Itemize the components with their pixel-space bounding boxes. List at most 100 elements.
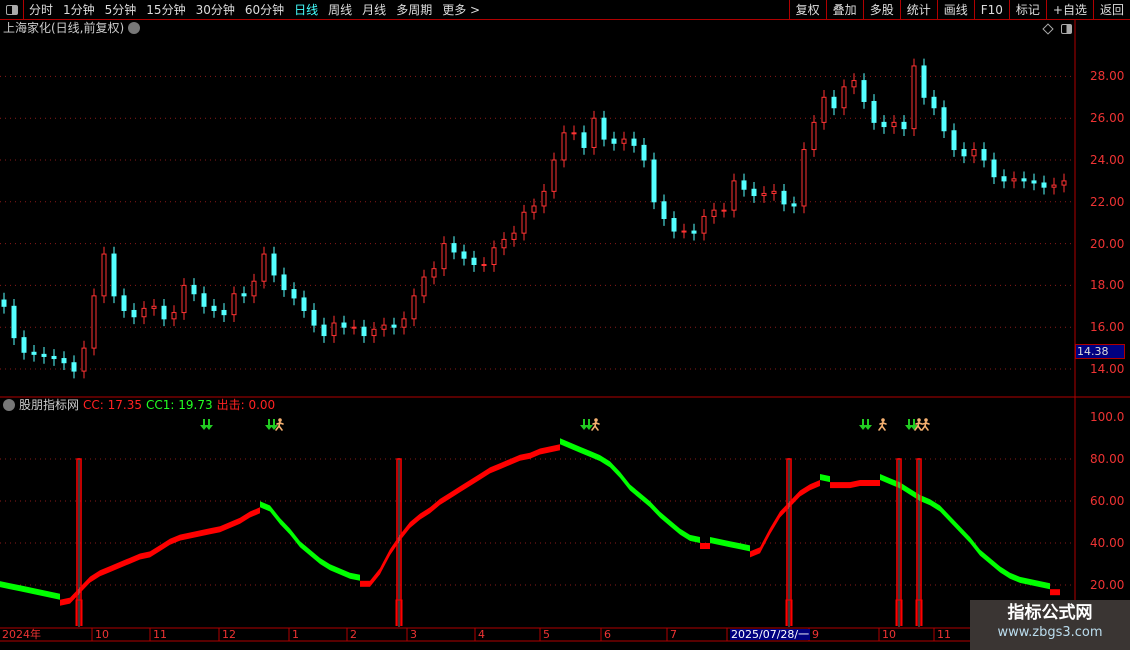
- period-tab[interactable]: 60分钟: [244, 3, 285, 17]
- candle-body: [821, 96, 827, 123]
- toolbar-button[interactable]: 标记: [1008, 0, 1046, 19]
- candle-body: [581, 132, 587, 148]
- period-tab[interactable]: 15分钟: [146, 3, 186, 17]
- indicator-band: [50, 591, 60, 600]
- candle-body: [251, 280, 257, 297]
- runner-icon: [594, 418, 598, 422]
- candle-body: [1031, 180, 1037, 184]
- indicator-band: [960, 526, 970, 543]
- indicator-axis-label: 60.00: [1090, 494, 1125, 508]
- time-axis-label: 2024年: [2, 628, 41, 641]
- indicator-band: [620, 471, 630, 491]
- indicator-band: [770, 511, 780, 535]
- period-tab[interactable]: 30分钟: [195, 3, 235, 17]
- cc-value: CC: 17.35: [83, 398, 142, 412]
- signal-pulse: [785, 599, 793, 626]
- price-axis-label: 16.00: [1090, 320, 1125, 335]
- price-axis-label: 18.00: [1090, 278, 1125, 293]
- panel-toggle-button[interactable]: [0, 0, 24, 19]
- toolbar-button[interactable]: +自选: [1045, 0, 1093, 19]
- toolbar-button[interactable]: 返回: [1092, 0, 1130, 19]
- time-axis-label: 9: [812, 628, 819, 641]
- period-tab[interactable]: 多周期: [396, 3, 433, 17]
- indicator-band: [350, 572, 360, 581]
- candle-body: [31, 351, 37, 355]
- toolbar-button[interactable]: 复权: [788, 0, 826, 19]
- indicator-band: [840, 482, 850, 489]
- candle-body: [731, 180, 737, 211]
- chevron-down-icon[interactable]: [128, 22, 141, 34]
- candle-body: [41, 353, 47, 357]
- period-tab[interactable]: 1分钟: [63, 3, 95, 17]
- indicator-band: [1030, 579, 1040, 588]
- indicator-band: [130, 553, 140, 564]
- indicator-band: [500, 459, 510, 470]
- candle-body: [611, 138, 617, 144]
- indicator-band: [480, 467, 490, 480]
- indicator-band: [810, 480, 820, 491]
- cc1-value: CC1: 19.73: [145, 398, 213, 412]
- candle-body: [601, 117, 607, 140]
- candle-body: [761, 192, 767, 197]
- candle-body: [391, 324, 397, 328]
- toolbar-button[interactable]: 画线: [936, 0, 974, 19]
- candle-body: [451, 243, 457, 253]
- indicator-band: [940, 505, 950, 522]
- runner-icon: [924, 418, 928, 422]
- candle-body: [641, 144, 647, 161]
- signal-spike: [916, 458, 922, 626]
- period-tab[interactable]: 日线: [294, 3, 319, 17]
- candle-body: [441, 243, 447, 270]
- candle-body: [491, 247, 497, 265]
- candle-body: [651, 159, 657, 203]
- indicator-band: [180, 532, 190, 541]
- toolbar-button[interactable]: F10: [973, 0, 1009, 19]
- period-tab[interactable]: 5分钟: [104, 3, 137, 17]
- candle-body: [841, 86, 847, 109]
- time-axis-label: 10: [882, 628, 896, 641]
- indicator-band: [320, 558, 330, 571]
- indicator-axis-label: 40.00: [1090, 536, 1125, 550]
- indicator-band: [380, 549, 390, 575]
- indicator-band: [550, 444, 560, 453]
- indicator-header: 股朋指标网 CC: 17.35 CC1: 19.73 出击: 0.00: [3, 398, 275, 412]
- signal-spike: [896, 458, 902, 626]
- indicator-band: [10, 583, 20, 592]
- candle-body: [921, 65, 927, 98]
- candle-body: [521, 211, 527, 234]
- candle-body: [961, 149, 967, 157]
- time-axis-label: 5: [543, 628, 550, 641]
- indicator-band: [60, 597, 70, 606]
- period-tab[interactable]: 更多 >: [442, 3, 481, 17]
- candle-body: [511, 232, 517, 240]
- period-tab[interactable]: 周线: [328, 3, 353, 17]
- indicator-band: [470, 473, 480, 486]
- indicator-band: [310, 549, 320, 564]
- candle-body: [381, 324, 387, 330]
- buy-arrow-icon: [905, 419, 918, 430]
- indicator-axis-label: 80.00: [1090, 452, 1125, 466]
- candle-body: [621, 138, 627, 144]
- buy-arrow-icon: [200, 419, 213, 430]
- toolbar-button[interactable]: 多股: [862, 0, 900, 19]
- exit-value: 出击: 0.00: [216, 398, 276, 412]
- toolbar-button[interactable]: 统计: [899, 0, 937, 19]
- chart-title-bar: 上海家化(日线,前复权): [3, 21, 141, 35]
- period-tab[interactable]: 月线: [362, 3, 387, 17]
- toolbar-button[interactable]: 叠加: [825, 0, 863, 19]
- indicator-band: [740, 543, 750, 552]
- candle-body: [591, 117, 597, 148]
- indicator-band: [870, 480, 880, 486]
- indicator-band: [420, 507, 430, 520]
- indicator-band: [1040, 581, 1050, 590]
- candle-body: [771, 190, 777, 194]
- candle-body: [151, 305, 157, 309]
- candle-body: [231, 293, 237, 316]
- period-tab[interactable]: 分时: [29, 3, 54, 17]
- watermark-title: 指标公式网: [1007, 603, 1093, 623]
- panel-icon[interactable]: [1061, 24, 1072, 34]
- chevron-down-icon[interactable]: [3, 399, 15, 411]
- candle-body: [171, 312, 177, 320]
- indicator-band: [80, 576, 90, 594]
